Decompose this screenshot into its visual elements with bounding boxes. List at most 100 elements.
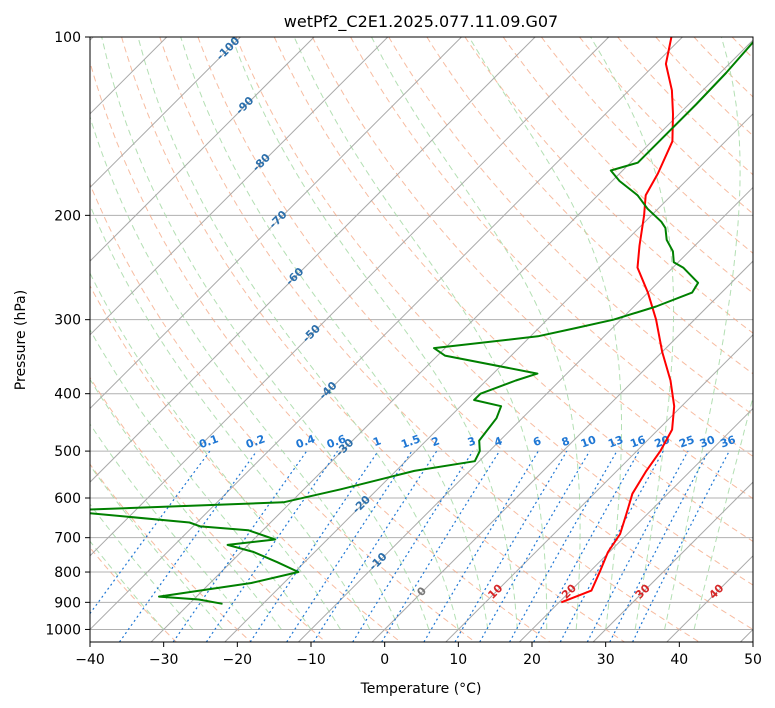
- isotherm: [90, 37, 683, 631]
- x-tick-label: 40: [670, 652, 688, 668]
- isotherm: [224, 113, 753, 642]
- dry-adiabat: [541, 37, 753, 254]
- x-tick-label: 30: [597, 652, 615, 668]
- isotherm: [90, 37, 462, 410]
- dry-adiabat: [235, 37, 753, 586]
- mixing-ratio-label: 10: [579, 433, 598, 451]
- moist-adiabat: [90, 272, 341, 630]
- isotherm: [371, 260, 753, 642]
- isotherm: [90, 37, 315, 262]
- x-axis: −40 −30 −20 −10 0 10 20 30 40 50: [75, 642, 762, 668]
- dry-adiabat: [90, 463, 252, 642]
- mixing-ratio-label: 0.4: [294, 432, 317, 451]
- dry-adiabat: [90, 376, 327, 642]
- moist-adiabat: [90, 464, 223, 630]
- mixing-ratio-line: [559, 450, 664, 642]
- mixing-ratio-line: [586, 450, 689, 642]
- moist-adiabat: [90, 378, 282, 630]
- dry-adiabat: [388, 37, 753, 416]
- mixing-ratio-line: [172, 450, 308, 642]
- mixing-ratio-label: 16: [628, 433, 647, 451]
- mixing-ratio-label: 1: [371, 434, 383, 449]
- moist-adiabat: [693, 395, 753, 630]
- dry-adiabat: [159, 37, 700, 642]
- moist-adiabat: [371, 37, 581, 630]
- mixing-ratio-label: 13: [606, 433, 625, 450]
- moist-adiabat: [90, 540, 165, 630]
- isotherm: [90, 37, 610, 557]
- x-axis-label: Temperature (°C): [360, 681, 482, 697]
- moist-adiabat: [468, 37, 622, 630]
- moist-adiabat: [180, 37, 489, 630]
- dry-adiabat: [121, 37, 625, 642]
- x-tick-label: 10: [449, 652, 467, 668]
- dry-adiabat: [426, 37, 753, 375]
- y-tick-label: 100: [54, 30, 81, 46]
- mixing-ratio-label: 3: [466, 434, 478, 449]
- isotherm: [592, 481, 753, 642]
- y-axis: 100 200 300 400 500 600 700 800 900 1000: [45, 30, 90, 638]
- x-tick-label: −30: [149, 652, 179, 668]
- x-tick-label: −20: [223, 652, 253, 668]
- isotherm: [298, 186, 753, 642]
- dry-adiabat: [90, 60, 551, 642]
- isotherm: [90, 37, 241, 189]
- mixing-ratio-line: [632, 450, 730, 642]
- mixing-ratio-line: [381, 450, 501, 642]
- isotherm: [445, 334, 753, 642]
- series-layer: [90, 37, 753, 605]
- mixing-ratio-line: [509, 450, 618, 642]
- x-tick-label: 50: [744, 652, 762, 668]
- dewpoint-profile-line: [90, 40, 753, 605]
- moist-adiabat: [90, 503, 194, 630]
- mixing-ratio-label: 0.6: [325, 432, 348, 451]
- moist-adiabat: [90, 115, 400, 630]
- x-tick-label: 0: [380, 652, 389, 668]
- mixing-ratio-line: [286, 450, 413, 642]
- mixing-ratio-label: 36: [719, 433, 738, 451]
- moist-adiabat: [90, 203, 371, 630]
- moist-adiabat: [590, 37, 675, 630]
- y-tick-label: 400: [54, 387, 81, 403]
- moist-adiabat: [90, 328, 312, 630]
- y-tick-label: 200: [54, 208, 81, 224]
- chart-title: wetPf2_C2E1.2025.077.11.09.G07: [284, 12, 558, 32]
- mixing-ratio-label: 2: [430, 434, 442, 449]
- mixing-ratio-line: [119, 450, 258, 642]
- mixing-ratio-label: 0.1: [197, 432, 220, 451]
- moist-adiabat: [101, 37, 430, 630]
- moist-adiabat: [137, 37, 459, 630]
- mixing-ratio-label: 0.2: [244, 432, 267, 451]
- mixing-ratio-line: [312, 450, 438, 642]
- dry-adiabat: [579, 37, 753, 215]
- mixing-ratio-line: [454, 450, 568, 642]
- y-axis-label: Pressure (hPa): [13, 290, 29, 390]
- isotherm: [90, 37, 389, 336]
- mixing-ratio-label: 1.5: [399, 432, 422, 451]
- mixing-ratio-label: 30: [698, 433, 717, 451]
- dry-adiabat: [311, 37, 753, 500]
- y-tick-label: 1000: [45, 622, 81, 638]
- x-tick-label: −10: [296, 652, 326, 668]
- mixing-ratio-label: 4: [492, 434, 504, 449]
- mixing-ratio-label: 8: [560, 434, 572, 449]
- y-tick-label: 800: [54, 565, 81, 581]
- y-tick-label: 700: [54, 531, 81, 547]
- y-tick-label: 900: [54, 595, 81, 611]
- isotherm: [90, 37, 536, 483]
- mixing-ratio-label: 6: [531, 434, 543, 449]
- dry-adiabat: [197, 37, 753, 631]
- y-tick-label: 500: [54, 444, 81, 460]
- dry-adiabat: [90, 284, 401, 642]
- mixing-ratio-line: [533, 450, 640, 642]
- temperature-profile-line: [560, 37, 676, 604]
- moist-adiabat: [664, 37, 741, 630]
- mixing-ratio-line: [90, 450, 211, 615]
- mixing-ratio-line: [423, 450, 539, 642]
- moist-adiabat: [293, 37, 548, 630]
- plot-frame: [89, 36, 754, 643]
- moist-adiabat: [231, 37, 518, 630]
- y-tick-label: 300: [54, 313, 81, 329]
- isotherm: [519, 407, 753, 642]
